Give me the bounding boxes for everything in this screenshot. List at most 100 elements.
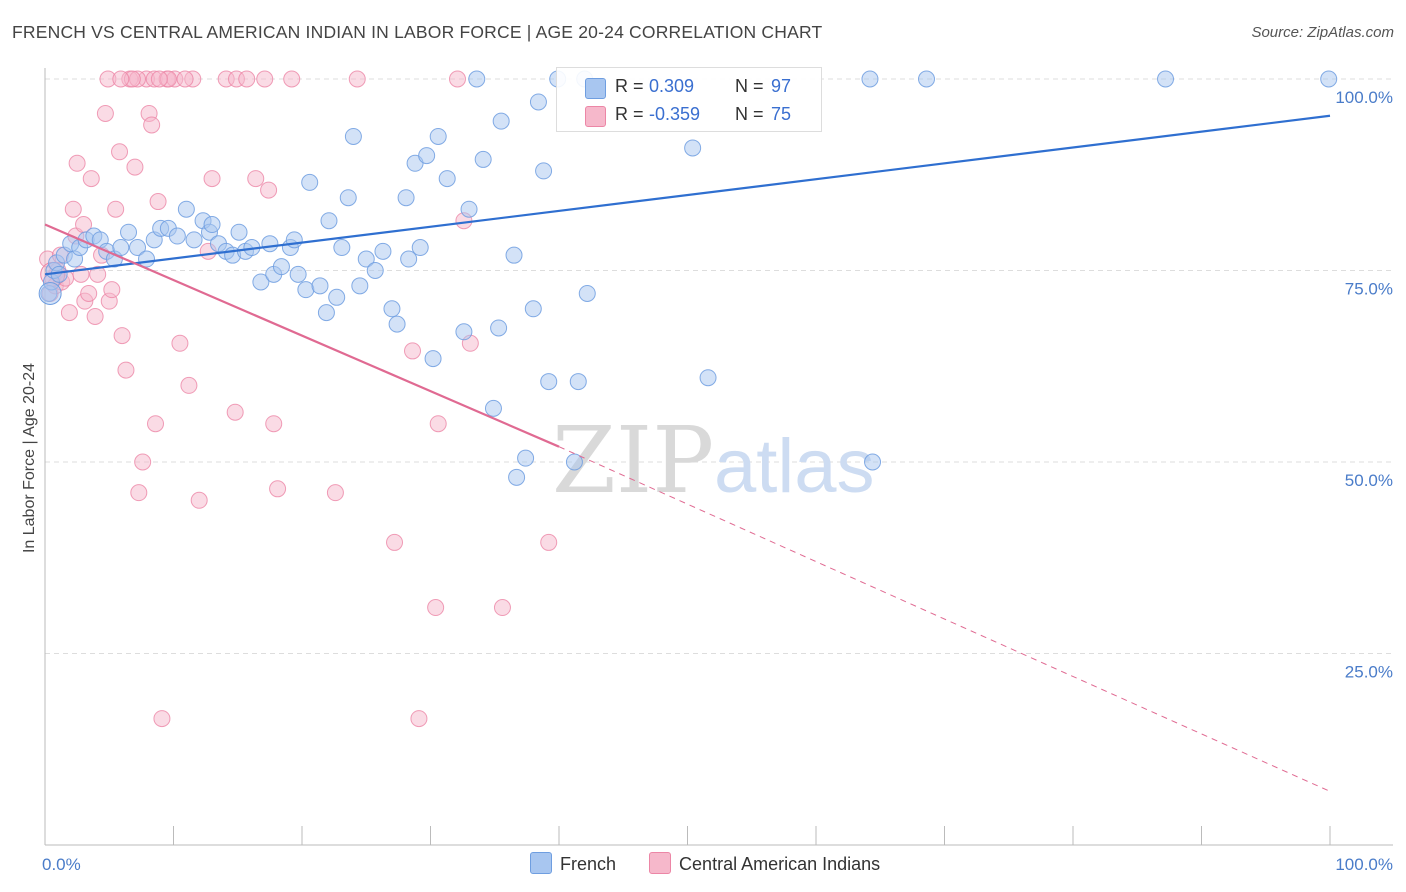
- source-label: Source: ZipAtlas.com: [1251, 24, 1394, 41]
- data-point-central-american-indians: [410, 710, 428, 728]
- data-point-french: [508, 468, 526, 486]
- data-point-french: [177, 200, 195, 218]
- data-point-french: [400, 250, 418, 268]
- y-tick-label: 100.0%: [1335, 88, 1393, 107]
- legend-r-value: -0.359: [649, 104, 701, 124]
- data-point-central-american-indians: [96, 104, 114, 122]
- data-point-central-american-indians: [429, 415, 447, 433]
- data-point-central-american-indians: [107, 200, 125, 218]
- data-point-central-american-indians: [60, 304, 78, 322]
- legend-item-french[interactable]: French: [530, 852, 616, 875]
- legend-n-value: 97: [771, 76, 792, 96]
- data-point-central-american-indians: [247, 170, 265, 188]
- data-point-central-american-indians: [190, 491, 208, 509]
- legend-n-label: N =: [735, 104, 764, 124]
- data-point-french: [424, 350, 442, 368]
- legend-r-value: 0.309: [649, 76, 695, 96]
- data-point-central-american-indians: [540, 533, 558, 551]
- data-point-central-american-indians: [386, 533, 404, 551]
- data-point-central-american-indians: [283, 70, 301, 88]
- data-point-french: [565, 453, 583, 471]
- data-point-french: [474, 150, 492, 168]
- data-point-french: [418, 147, 436, 165]
- data-point-central-american-indians: [226, 403, 244, 421]
- legend-r-label: R =: [615, 104, 644, 124]
- series-central-american-indians: [39, 70, 558, 728]
- tick-labels: 100.0% 75.0% 50.0% 25.0% 0.0% 100.0%: [42, 88, 1393, 874]
- data-point-french: [230, 223, 248, 241]
- data-point-central-american-indians: [112, 70, 130, 88]
- data-point-french: [320, 212, 338, 230]
- data-point-french: [168, 227, 186, 245]
- data-point-central-american-indians: [348, 70, 366, 88]
- data-point-french: [203, 216, 221, 234]
- data-point-central-american-indians: [427, 599, 445, 617]
- legend-swatch-french: [530, 852, 552, 874]
- trend-line-central-american-indians: [44, 223, 560, 448]
- data-point-french: [317, 304, 335, 322]
- data-point-french: [535, 162, 553, 180]
- trend-line-french: [44, 114, 1331, 276]
- data-point-french: [374, 242, 392, 260]
- y-tick-label: 25.0%: [1345, 663, 1393, 682]
- data-point-french: [460, 200, 478, 218]
- data-point-french: [129, 239, 147, 257]
- data-point-french: [505, 246, 523, 264]
- data-point-central-american-indians: [269, 480, 287, 498]
- data-point-french: [38, 281, 62, 305]
- data-point-french: [484, 399, 502, 417]
- data-point-central-american-indians: [147, 415, 165, 433]
- data-point-central-american-indians: [404, 342, 422, 360]
- data-point-french: [861, 70, 879, 88]
- data-point-central-american-indians: [126, 158, 144, 176]
- data-point-french: [252, 273, 270, 291]
- data-point-french: [272, 258, 290, 276]
- data-point-central-american-indians: [134, 453, 152, 471]
- data-point-central-american-indians: [68, 154, 86, 172]
- correlation-legend: R = 0.309 N = 97 R = -0.359 N = 75: [556, 67, 822, 132]
- data-point-french: [429, 127, 447, 145]
- data-point-french: [1320, 70, 1338, 88]
- data-point-french: [490, 319, 508, 337]
- data-point-french: [339, 189, 357, 207]
- data-point-french: [383, 300, 401, 318]
- data-point-french: [344, 127, 362, 145]
- data-point-central-american-indians: [82, 170, 100, 188]
- data-point-central-american-indians: [180, 376, 198, 394]
- data-point-french: [301, 173, 319, 191]
- data-point-french: [684, 139, 702, 157]
- data-point-french: [357, 250, 375, 268]
- data-point-french: [524, 300, 542, 318]
- data-point-french: [112, 239, 130, 257]
- data-point-french: [328, 288, 346, 306]
- data-point-french: [455, 323, 473, 341]
- watermark: ZIP atlas: [552, 407, 875, 514]
- x-tick-label: 0.0%: [42, 855, 81, 874]
- data-point-french: [138, 250, 156, 268]
- legend-r-label: R =: [615, 76, 644, 96]
- data-point-central-american-indians: [260, 181, 278, 199]
- data-point-french: [540, 373, 558, 391]
- data-point-central-american-indians: [171, 334, 189, 352]
- x-tick-label: 100.0%: [1335, 855, 1393, 874]
- legend-n-value: 75: [771, 104, 792, 124]
- data-point-central-american-indians: [111, 143, 129, 161]
- trend-line-extension-central-american-indians: [558, 446, 1331, 792]
- legend-item-central-american-indians[interactable]: Central American Indians: [649, 852, 880, 875]
- data-point-central-american-indians: [64, 200, 82, 218]
- legend-row-french: R = 0.309 N = 97: [557, 73, 821, 101]
- data-point-french: [388, 315, 406, 333]
- data-point-central-american-indians: [143, 116, 161, 134]
- data-point-french: [918, 70, 936, 88]
- chart-title: FRENCH VS CENTRAL AMERICAN INDIAN IN LAB…: [12, 22, 823, 42]
- data-point-central-american-indians: [256, 70, 274, 88]
- data-point-french: [311, 277, 329, 295]
- y-tick-label: 50.0%: [1345, 471, 1393, 490]
- gridlines: [45, 78, 1395, 654]
- data-point-central-american-indians: [149, 193, 167, 211]
- data-point-french: [569, 373, 587, 391]
- data-point-french: [333, 239, 351, 257]
- data-point-central-american-indians: [153, 710, 171, 728]
- data-point-french: [297, 281, 315, 299]
